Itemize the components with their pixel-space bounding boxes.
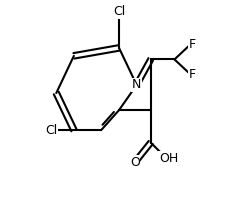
Text: O: O — [130, 156, 140, 169]
Text: OH: OH — [159, 152, 178, 165]
Text: Cl: Cl — [45, 124, 58, 137]
Text: F: F — [189, 38, 196, 51]
Text: Cl: Cl — [113, 5, 125, 18]
Text: F: F — [189, 68, 196, 81]
Text: N: N — [132, 78, 141, 91]
